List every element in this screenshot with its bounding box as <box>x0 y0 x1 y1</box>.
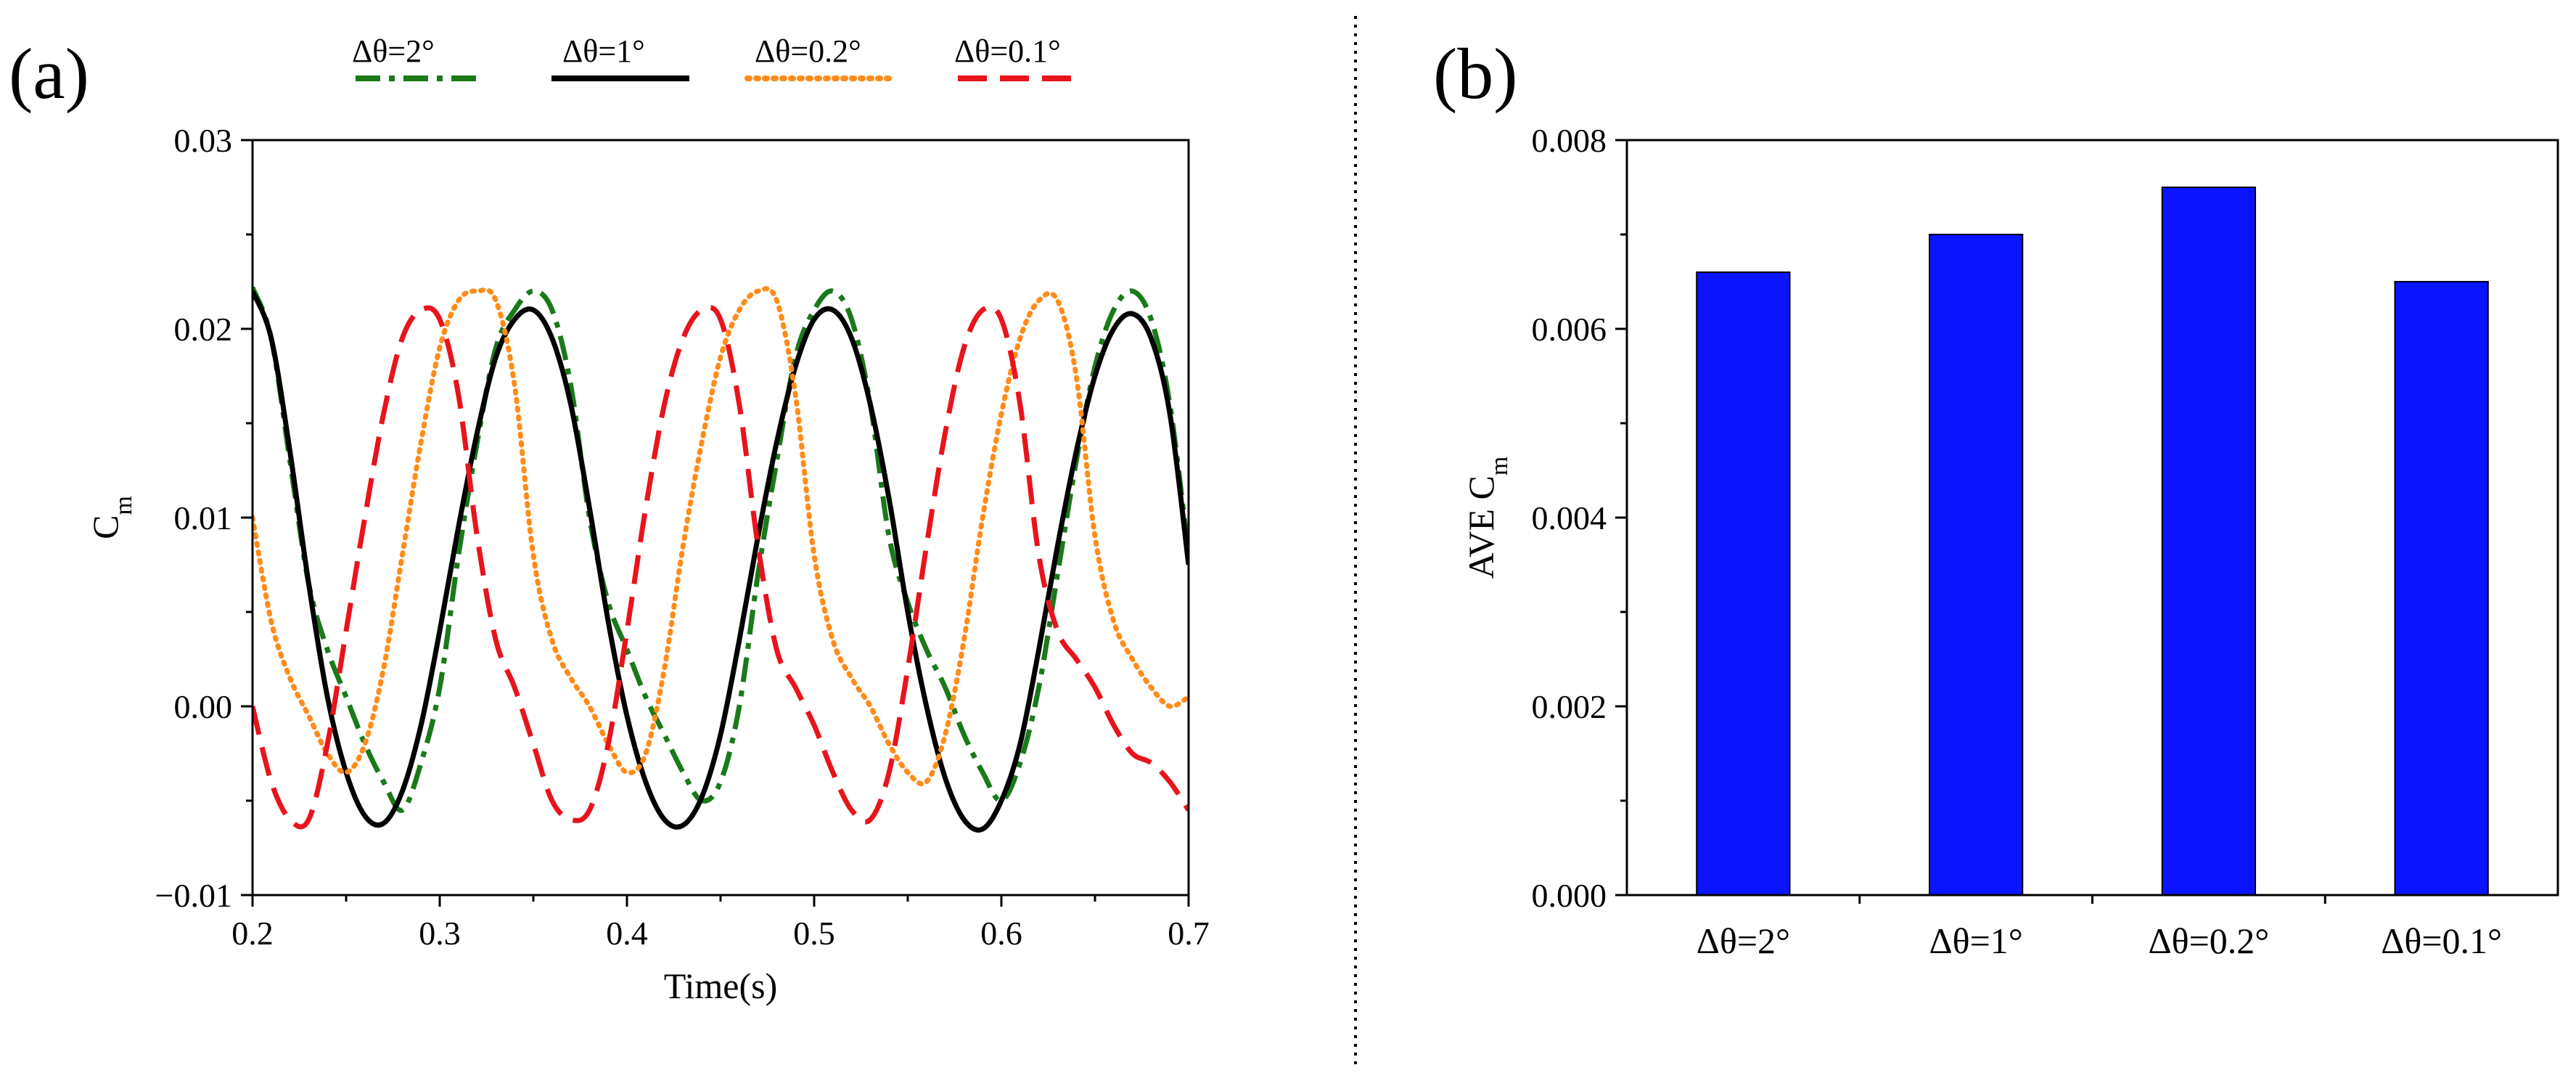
legend-label-1deg: Δθ=1° <box>562 33 645 69</box>
legend-item-01deg: Δθ=0.1° <box>954 33 1081 81</box>
y-tick-label-b: 0.002 <box>1532 688 1607 725</box>
category-label-3: Δθ=0.1° <box>2381 920 2502 961</box>
y-tick-label-b: 0.000 <box>1532 877 1607 914</box>
bar-2 <box>2161 187 2257 896</box>
series-group-a <box>253 286 1189 833</box>
x-axis-title-a: Time(s) <box>664 965 778 1006</box>
bar-0 <box>1696 271 1791 896</box>
x-tick-label-a: 0.6 <box>980 915 1022 952</box>
legend-item-2deg: Δθ=2° <box>352 33 483 81</box>
x-tick-label-a: 0.3 <box>419 915 461 952</box>
legend-label-02deg: Δθ=0.2° <box>755 33 861 69</box>
x-tick-label-a: 0.7 <box>1168 915 1210 952</box>
series-line-1deg <box>253 290 1189 833</box>
legend-item-02deg: Δθ=0.2° <box>745 33 892 81</box>
plot-frame-a <box>251 139 1190 897</box>
panel-b-label: (b) <box>1433 33 1518 114</box>
bars-group-b <box>1696 187 2489 896</box>
x-tick-label-a: 0.5 <box>793 915 835 952</box>
legend-item-1deg: Δθ=1° <box>551 33 689 81</box>
y-tick-label-a: −0.01 <box>155 877 232 914</box>
y-tick-label-a: 0.00 <box>174 688 233 725</box>
series-line-02deg <box>253 286 1189 787</box>
y-axis-title-b-base: AVE C <box>1461 475 1501 579</box>
y-tick-label-b: 0.008 <box>1532 122 1607 159</box>
x-tick-label-a: 0.2 <box>231 915 274 952</box>
y-tick-label-a: 0.02 <box>174 311 233 348</box>
series-line-01deg <box>253 304 1189 830</box>
panel-a-label: (a) <box>9 33 89 114</box>
category-label-0: Δθ=2° <box>1697 920 1790 961</box>
panel-a: (a) Δθ=2° Δθ=1° Δθ=0.2° Δθ=0.1° <box>9 33 1210 1006</box>
legend-a: Δθ=2° Δθ=1° Δθ=0.2° Δθ=0.1° <box>352 33 1081 81</box>
legend-label-01deg: Δθ=0.1° <box>954 33 1061 69</box>
ticks-a: 0.2 0.3 0.4 0.5 0.6 0.7 −0.01 0.00 0.01 0.02 0.03 <box>155 122 1210 952</box>
y-tick-label-b: 0.004 <box>1532 499 1607 536</box>
bar-3 <box>2394 281 2489 896</box>
y-axis-title-a-base: C <box>85 515 126 539</box>
y-axis-title-a-sub: m <box>110 496 137 515</box>
y-axis-title-b: AVE Cm <box>1461 457 1513 579</box>
panel-b: (b) 0.000 0.002 0.004 0.006 0.008 Δθ=2° Δθ=1°… <box>1433 33 2559 961</box>
category-labels-b: Δθ=2° Δθ=1° Δθ=0.2° Δθ=0.1° <box>1697 920 2502 961</box>
bar-1 <box>1928 234 2024 896</box>
y-axis-title-b-sub: m <box>1486 457 1513 475</box>
y-axis-title-a: Cm <box>85 496 137 539</box>
series-line-2deg <box>253 286 1189 813</box>
y-tick-label-a: 0.03 <box>174 122 233 159</box>
y-tick-label-b: 0.006 <box>1532 311 1607 348</box>
category-label-1: Δθ=1° <box>1929 920 2022 961</box>
ticks-b: 0.000 0.002 0.004 0.006 0.008 <box>1532 122 2326 914</box>
legend-label-2deg: Δθ=2° <box>352 33 435 69</box>
y-tick-label-a: 0.01 <box>174 499 233 536</box>
x-tick-label-a: 0.4 <box>606 915 648 952</box>
category-label-2: Δθ=0.2° <box>2148 920 2269 961</box>
